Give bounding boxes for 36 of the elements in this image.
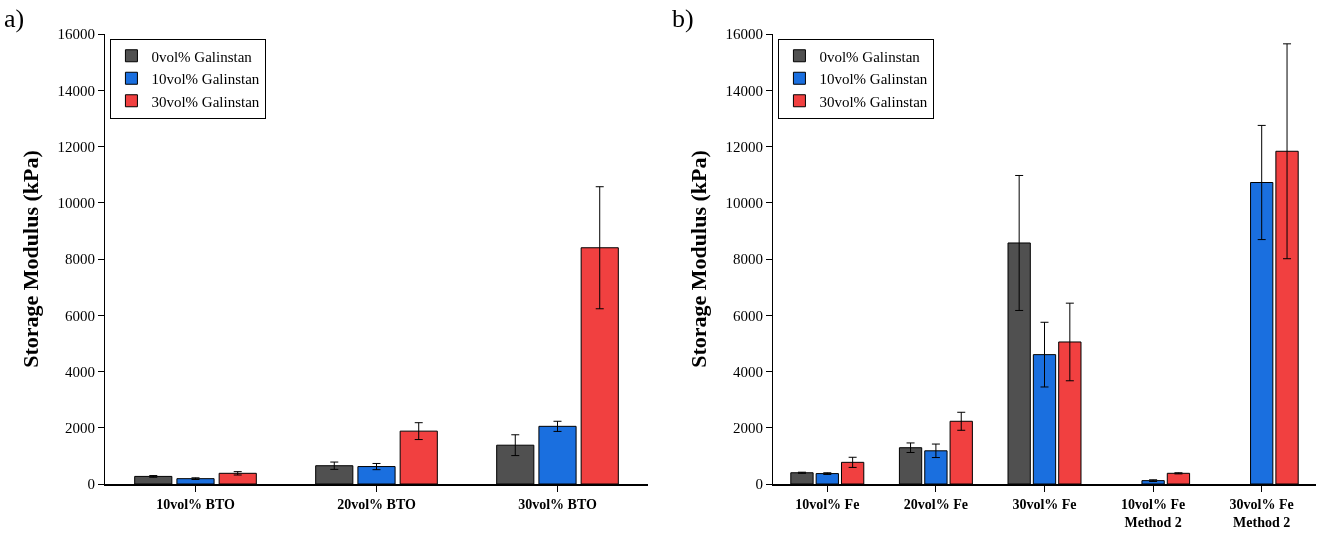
x-tick-label: 20vol% Fe: [903, 496, 968, 512]
y-tick-label: 4000: [65, 363, 95, 380]
y-tick-label: 0: [755, 476, 763, 493]
y-tick-label: 6000: [733, 307, 763, 324]
legend-label: 30vol% Galinstan: [151, 93, 260, 110]
legend-label: 10vol% Galinstan: [151, 71, 260, 88]
y-tick-label: 10000: [725, 195, 763, 211]
y-tick-label: 14000: [725, 82, 763, 99]
y-tick-label: 2000: [65, 420, 95, 436]
x-tick-label: 20vol% BTO: [337, 496, 416, 512]
y-tick-label: 12000: [725, 138, 763, 155]
x-tick-label: 10vol% BTO: [156, 496, 235, 512]
legend-label: 30vol% Galinstan: [819, 93, 928, 110]
legend-label: 10vol% Galinstan: [819, 71, 928, 88]
y-tick-label: 2000: [733, 420, 763, 436]
legend-label: 0vol% Galinstan: [151, 48, 253, 65]
y-tick-label: 6000: [65, 307, 95, 324]
y-tick-label: 14000: [57, 82, 95, 99]
y-tick-label: 12000: [57, 138, 95, 155]
y-tick-label: 16000: [57, 26, 95, 43]
x-tick-label: 10vol% Fe: [795, 496, 860, 512]
x-tick-label: 30vol% Fe Method 2: [1229, 496, 1294, 530]
y-tick-label: 16000: [725, 26, 763, 43]
y-axis-title: Storage Modulus (kPa): [686, 150, 712, 368]
chart-title: b): [672, 4, 694, 33]
y-tick-label: 4000: [733, 363, 763, 380]
y-axis-title: Storage Modulus (kPa): [18, 150, 44, 368]
y-tick-label: 8000: [733, 251, 763, 268]
x-tick-label: 10vol% Fe Method 2: [1121, 496, 1186, 530]
x-tick-label: 30vol% BTO: [518, 496, 597, 512]
x-tick-label: 30vol% Fe: [1012, 496, 1077, 512]
y-tick-label: 8000: [65, 251, 95, 268]
chart-title: a): [4, 4, 25, 33]
y-tick-label: 0: [87, 476, 95, 493]
y-tick-label: 10000: [57, 195, 95, 211]
legend-label: 0vol% Galinstan: [819, 48, 921, 65]
